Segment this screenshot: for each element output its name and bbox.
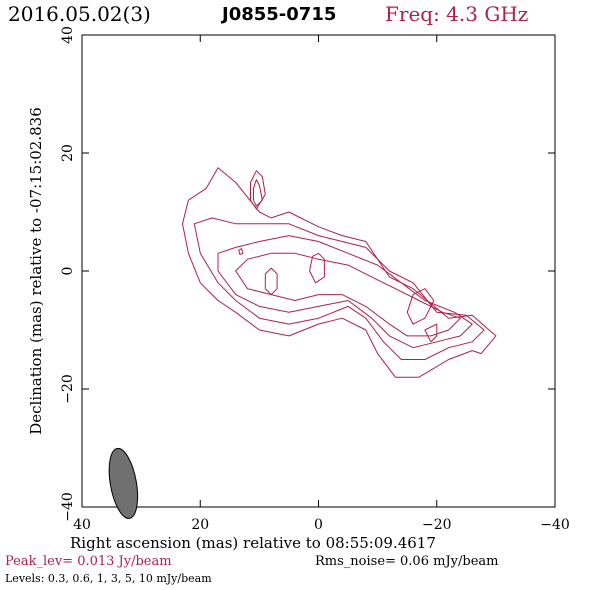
x-tick-label: 0 [314,517,323,533]
y-tick-label: −40 [60,492,76,522]
x-tick-label: −40 [540,517,570,533]
epoch-label: 2016.05.02(3) [8,2,151,26]
contour-line [238,248,244,255]
rms-noise: Rms_noise= 0.06 mJy/beam [315,554,499,569]
contour-line [193,217,485,360]
y-tick-label: 20 [60,144,76,162]
contour-levels: Levels: 0.3, 0.6, 1, 3, 5, 10 mJy/beam [5,572,212,585]
contour-line [250,170,266,210]
contour-line [182,167,497,378]
frequency-label: Freq: 4.3 GHz [385,2,529,26]
contour-line [309,252,325,284]
source-name: J0855-0715 [222,4,337,25]
beam-ellipse [108,447,139,519]
x-axis-label: Right ascension (mas) relative to 08:55:… [70,534,436,552]
contour-line [424,323,438,343]
contour-line [406,288,435,325]
y-tick-label: −20 [60,374,76,404]
y-axis-label: Declination (mas) relative to -07:15:02.… [27,107,45,435]
x-tick-label: −20 [422,517,452,533]
y-tick-label: 0 [60,267,76,276]
contour-line [217,235,473,349]
x-tick-label: 40 [73,517,91,533]
x-tick-label: 20 [191,517,209,533]
contour-line [253,179,263,207]
plot-frame [81,34,556,508]
peak-level: Peak_lev= 0.013 Jy/beam [5,554,172,569]
contour-line [264,267,278,296]
y-tick-label: 40 [60,26,76,44]
contour-line [235,252,461,337]
